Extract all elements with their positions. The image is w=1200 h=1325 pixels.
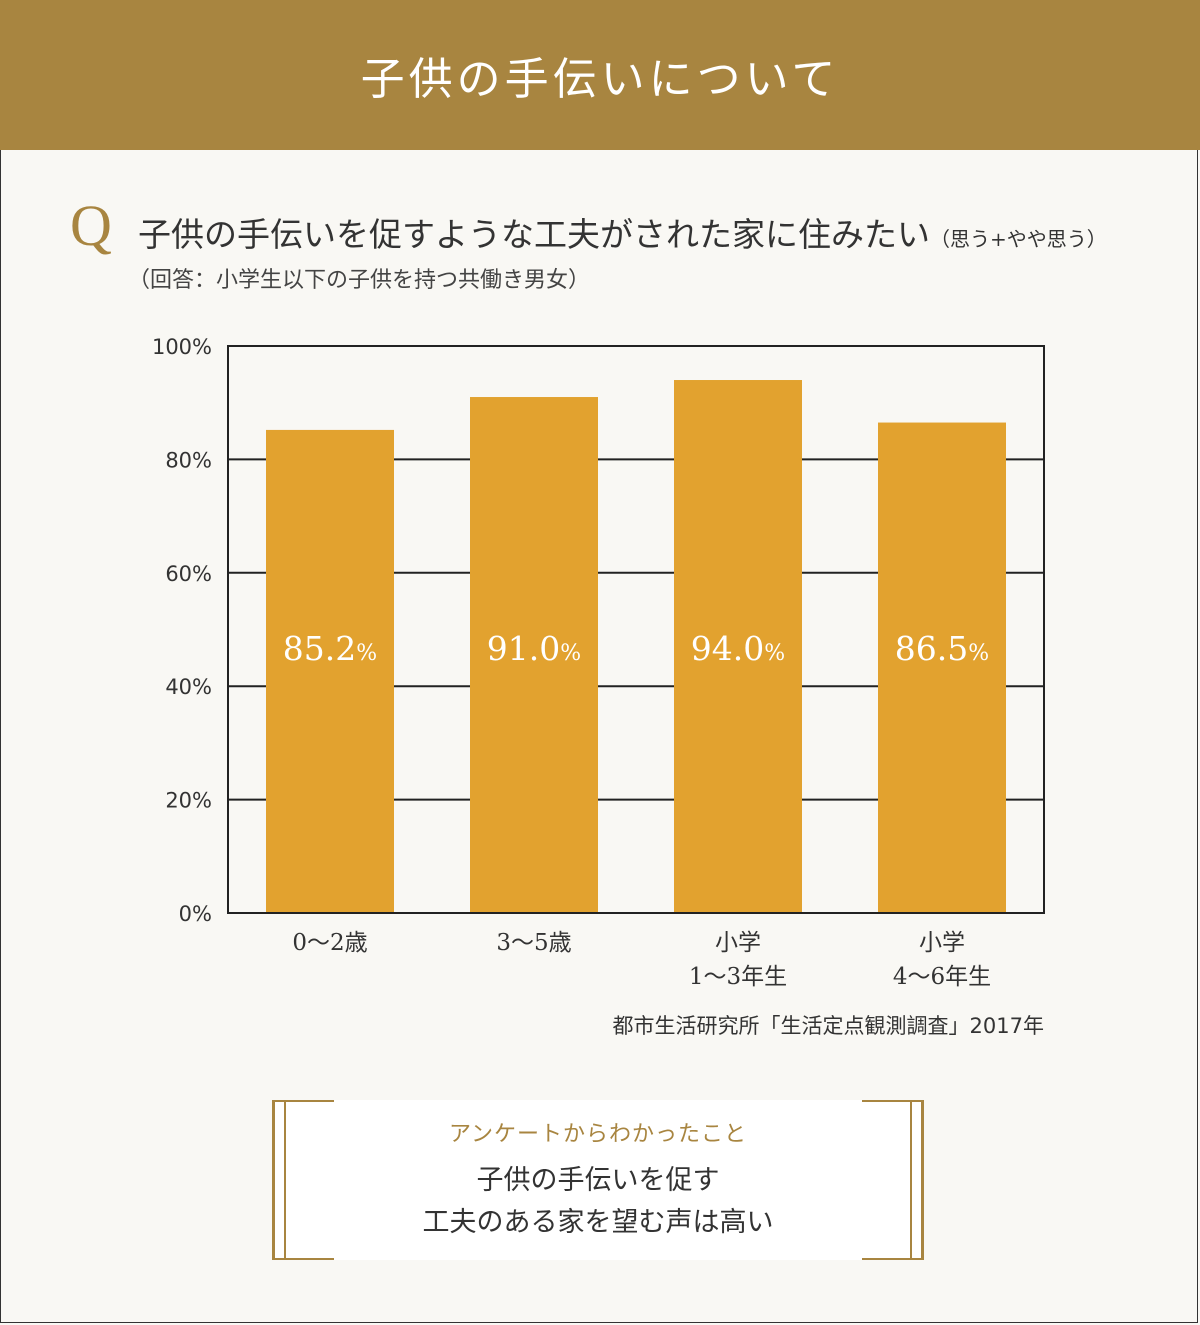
bar bbox=[674, 380, 802, 913]
page-title: 子供の手伝いについて bbox=[360, 54, 840, 105]
y-tick-label: 80% bbox=[165, 448, 212, 472]
summary-line-1: 子供の手伝いを促す bbox=[476, 1165, 720, 1196]
summary-bracket-left bbox=[272, 1100, 334, 1260]
data-label: 85.2% bbox=[283, 629, 377, 668]
question-text-wrap: 子供の手伝いを促すような工夫がされた家に住みたい（思う+やや思う） bbox=[138, 208, 1107, 256]
data-label: 91.0% bbox=[487, 629, 581, 668]
summary-bracket-right bbox=[862, 1100, 924, 1260]
y-tick-label: 40% bbox=[165, 675, 212, 699]
summary-line-2: 工夫のある家を望む声は高い bbox=[422, 1207, 774, 1238]
x-tick-label: 小学 1〜3年生 bbox=[689, 930, 787, 990]
y-tick-label: 60% bbox=[165, 562, 212, 586]
plot-border bbox=[227, 345, 1045, 914]
source-citation: 都市生活研究所「生活定点観測調査」2017年 bbox=[612, 1014, 1044, 1038]
bar bbox=[878, 422, 1006, 913]
bar bbox=[470, 397, 598, 913]
data-label: 86.5% bbox=[895, 629, 989, 668]
y-tick-label: 20% bbox=[165, 789, 212, 813]
y-tick-label: 0% bbox=[179, 902, 212, 926]
y-tick-label: 100% bbox=[152, 335, 212, 359]
header-banner: 子供の手伝いについて bbox=[0, 0, 1200, 150]
question-mark-label: Q bbox=[70, 193, 112, 258]
respondents-note: （回答：小学生以下の子供を持つ共働き男女） bbox=[128, 268, 591, 293]
question-note: （思う+やや思う） bbox=[930, 227, 1107, 251]
x-tick-label: 小学 4〜6年生 bbox=[893, 930, 991, 990]
x-tick-label: 3〜5歳 bbox=[496, 930, 571, 956]
summary-box: アンケートからわかったこと 子供の手伝いを促す 工夫のある家を望む声は高い bbox=[272, 1100, 924, 1260]
data-label: 94.0% bbox=[691, 629, 785, 668]
bar-chart: 85.2% 91.0% 94.0% 86.5% 0% 20% 40% 60% 80% 100% 0〜… bbox=[152, 335, 1045, 990]
bar bbox=[266, 429, 394, 913]
x-tick-label: 0〜2歳 bbox=[292, 930, 367, 956]
summary-heading: アンケートからわかったこと bbox=[448, 1122, 748, 1147]
question-text: 子供の手伝いを促すような工夫がされた家に住みたい bbox=[138, 215, 930, 254]
